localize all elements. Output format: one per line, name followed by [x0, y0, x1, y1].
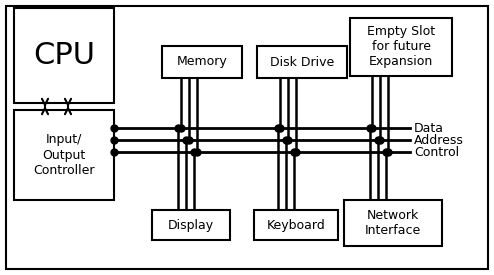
Bar [344, 200, 442, 246]
Text: Memory: Memory [177, 56, 227, 68]
Bar [350, 18, 452, 76]
Text: Network
Interface: Network Interface [365, 209, 421, 237]
Text: Input/
Output
Controller: Input/ Output Controller [33, 133, 95, 177]
Text: Data: Data [414, 122, 444, 134]
Text: Control: Control [414, 145, 459, 158]
Text: Disk Drive: Disk Drive [270, 56, 334, 68]
Bar [152, 210, 230, 240]
Bar [14, 8, 114, 103]
Bar [162, 46, 242, 78]
Text: Display: Display [168, 219, 214, 232]
Text: Keyboard: Keyboard [267, 219, 326, 232]
Text: CPU: CPU [33, 41, 95, 70]
Bar [254, 210, 338, 240]
Bar [14, 110, 114, 200]
Bar [257, 46, 347, 78]
Text: Empty Slot
for future
Expansion: Empty Slot for future Expansion [367, 26, 435, 68]
Text: Address: Address [414, 133, 464, 147]
